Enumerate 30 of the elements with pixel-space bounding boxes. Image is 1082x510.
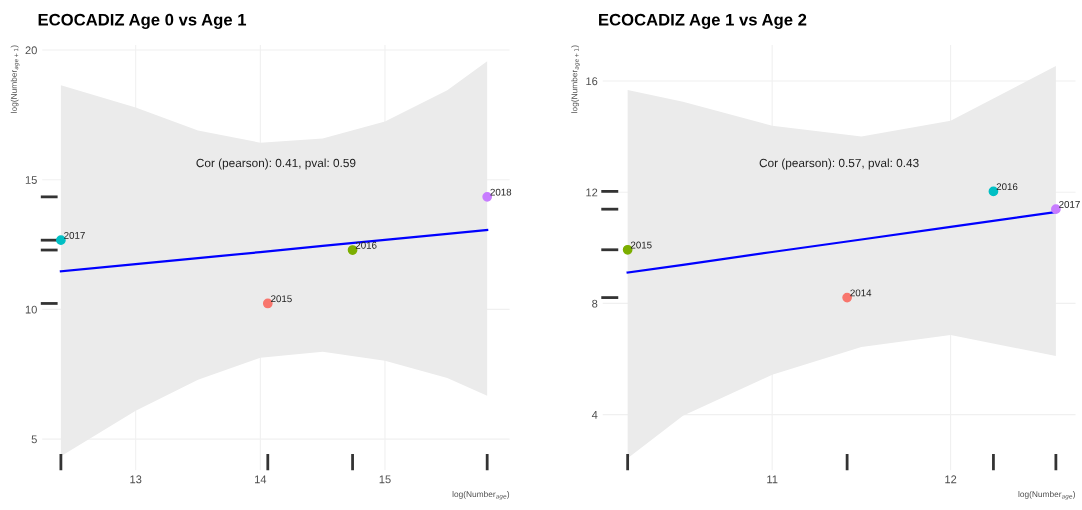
y-tick-label: 10 [25,305,37,314]
chart-title: ECOCADIZ Age 1 vs Age 2 [599,13,807,29]
y-tick-label: 5 [31,435,37,444]
x-tick-label: 13 [130,475,142,484]
x-axis-title: log(Number$_{age}$) [452,490,510,500]
annotation: 2015 [271,295,292,303]
annotation: 2015 [630,241,652,249]
x-axis-title: log(Number$_{age}$) [1018,490,1075,500]
annotation: 2014 [850,289,872,297]
x-tick-label: 12 [945,475,957,484]
annotation: Cor (pearson): 0.57, pval: 0.43 [759,158,919,170]
annotation: 2018 [490,188,512,196]
y-tick-label: 20 [25,46,37,55]
annotation: 2016 [355,241,377,249]
y-tick-label: 8 [592,299,598,308]
annotation: Cor (pearson): 0.41, pval: 0.59 [196,158,356,170]
y-tick-label: 12 [586,188,598,197]
y-tick-label: 4 [591,411,598,419]
chart-title: ECOCADIZ Age 0 vs Age 1 [38,13,247,29]
annotation: 2017 [1059,201,1080,208]
annotation: 2017 [64,232,85,239]
line-series [59,228,489,273]
y-axis-title: log(Number$_{age+1}$) [571,45,580,113]
annotation: 2016 [996,183,1018,191]
x-tick-label: 14 [255,475,267,484]
y-axis-title: log(Number$_{age+1}$) [10,45,20,113]
y-tick-label: 15 [25,176,37,184]
x-tick-label: 11 [767,475,778,484]
y-tick-label: 16 [586,77,598,86]
x-tick-label: 15 [379,475,391,484]
